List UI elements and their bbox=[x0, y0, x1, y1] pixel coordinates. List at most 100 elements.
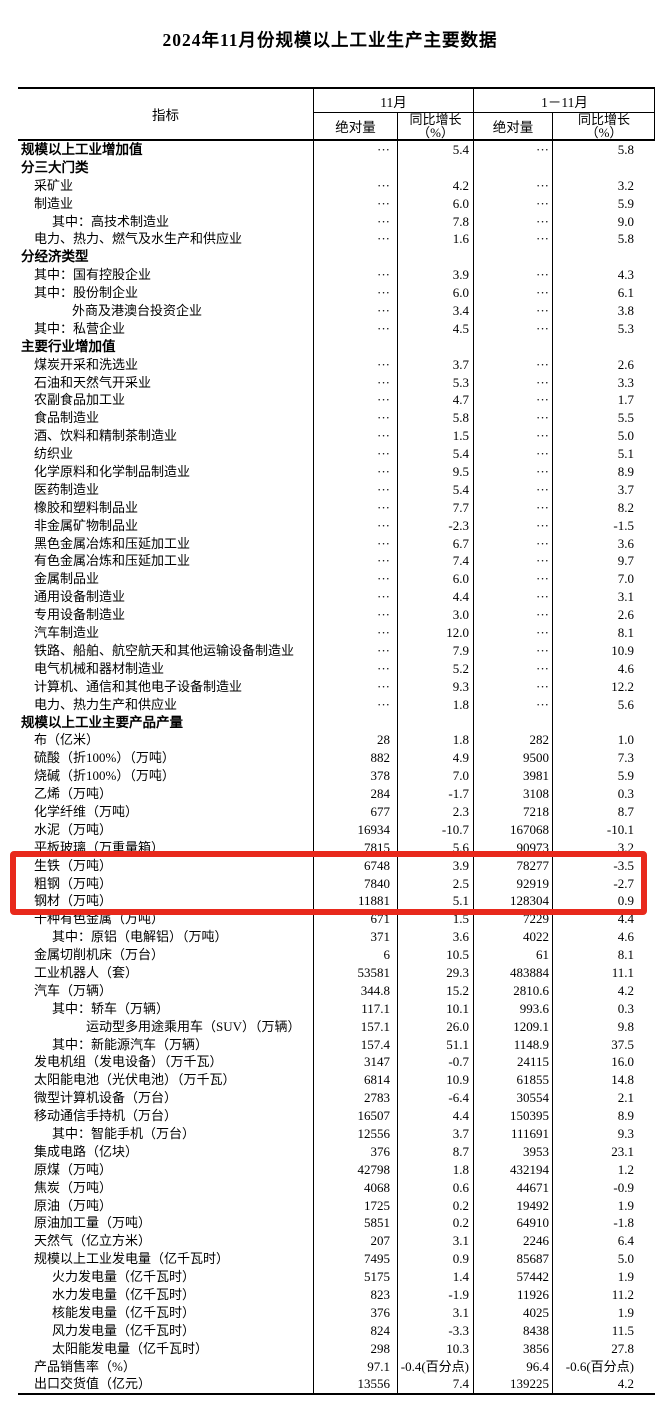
nov-absolute-value: 298 bbox=[313, 1339, 397, 1358]
header-yoy-jan-nov: 同比增长 （%） bbox=[552, 113, 655, 139]
table-row: 汽车（万辆） 344.8 15.2 2810.6 4.2 bbox=[18, 981, 655, 1000]
nov-yoy-growth: 0.9 bbox=[397, 1250, 473, 1269]
nov-absolute-value: 97.1 bbox=[313, 1357, 397, 1376]
table-body: 规模以上工业增加值 ··· 5.4 ··· 5.8 分三大门类 采矿业 ··· … bbox=[18, 141, 655, 1396]
nov-absolute-value: ··· bbox=[313, 516, 397, 535]
nov-absolute-value: 6 bbox=[313, 946, 397, 964]
indicator-label: 其中：智能手机（万台） bbox=[52, 1125, 196, 1141]
nov-absolute-value: 371 bbox=[313, 928, 397, 947]
table-row: 其中：高技术制造业 ··· 7.8 ··· 9.0 bbox=[18, 212, 655, 231]
cum-yoy-growth: 4.6 bbox=[552, 659, 655, 678]
cum-yoy-growth bbox=[552, 158, 655, 177]
nov-yoy-growth: 4.9 bbox=[397, 749, 473, 768]
nov-absolute-value: ··· bbox=[313, 319, 397, 338]
nov-yoy-growth: 3.7 bbox=[397, 355, 473, 374]
indicator-label: 电力、热力、燃气及水生产和供应业 bbox=[34, 231, 243, 247]
cum-yoy-growth: -1.5 bbox=[552, 516, 655, 535]
nov-absolute-value: ··· bbox=[313, 570, 397, 589]
indicator-label: 非金属矿物制品业 bbox=[34, 517, 139, 533]
indicator-label: 平板玻璃（万重量箱） bbox=[34, 839, 165, 855]
table-row: 微型计算机设备（万台） 2783 -6.4 30554 2.1 bbox=[18, 1089, 655, 1108]
cum-yoy-growth: 23.1 bbox=[552, 1142, 655, 1161]
nov-yoy-growth: 1.5 bbox=[397, 910, 473, 929]
indicator-label: 专用设备制造业 bbox=[34, 607, 126, 623]
cum-yoy-growth: 8.1 bbox=[552, 624, 655, 642]
table-row: 制造业 ··· 6.0 ··· 5.9 bbox=[18, 194, 655, 213]
table-row: 石油和天然气开采业 ··· 5.3 ··· 3.3 bbox=[18, 373, 655, 392]
cum-yoy-growth bbox=[552, 713, 655, 732]
indicator-label: 原煤（万吨） bbox=[34, 1161, 113, 1177]
cum-yoy-growth: 5.9 bbox=[552, 194, 655, 213]
cum-yoy-growth: 3.7 bbox=[552, 480, 655, 499]
nov-absolute-value: 53581 bbox=[313, 963, 397, 982]
nov-absolute-value: ··· bbox=[313, 284, 397, 303]
nov-absolute-value: 12556 bbox=[313, 1124, 397, 1143]
nov-yoy-growth: 7.0 bbox=[397, 767, 473, 786]
cum-absolute-value: ··· bbox=[473, 194, 552, 213]
indicator-label: 烧碱（折100%）（万吨） bbox=[34, 768, 175, 784]
nov-absolute-value bbox=[313, 158, 397, 177]
nov-absolute-value: 42798 bbox=[313, 1160, 397, 1179]
cum-absolute-value: 78277 bbox=[473, 856, 552, 875]
nov-yoy-growth: -3.3 bbox=[397, 1321, 473, 1340]
cum-yoy-growth: 11.1 bbox=[552, 963, 655, 982]
nov-yoy-growth: 15.2 bbox=[397, 981, 473, 1000]
nov-yoy-growth: -0.4(百分点) bbox=[397, 1357, 473, 1376]
nov-yoy-growth: 1.6 bbox=[397, 230, 473, 249]
cum-yoy-growth: 4.2 bbox=[552, 1375, 655, 1394]
cum-absolute-value: ··· bbox=[473, 141, 552, 159]
nov-yoy-growth: 4.5 bbox=[397, 319, 473, 338]
header-abs-jan-nov: 绝对量 bbox=[473, 113, 552, 139]
cum-absolute-value: ··· bbox=[473, 606, 552, 625]
cum-yoy-growth: 12.2 bbox=[552, 677, 655, 696]
nov-absolute-value: 677 bbox=[313, 802, 397, 821]
cum-absolute-value: 1209.1 bbox=[473, 1017, 552, 1036]
nov-yoy-growth: 3.4 bbox=[397, 302, 473, 320]
indicator-label: 化学纤维（万吨） bbox=[34, 803, 139, 819]
cum-absolute-value: ··· bbox=[473, 516, 552, 535]
indicator-label: 出口交货值（亿元） bbox=[34, 1376, 152, 1392]
nov-absolute-value: ··· bbox=[313, 230, 397, 249]
nov-yoy-growth: 29.3 bbox=[397, 963, 473, 982]
nov-yoy-growth: 1.4 bbox=[397, 1268, 473, 1287]
cum-yoy-growth: -0.6(百分点) bbox=[552, 1357, 655, 1376]
cum-absolute-value: ··· bbox=[473, 498, 552, 517]
nov-yoy-growth: 9.3 bbox=[397, 677, 473, 696]
cum-absolute-value: 57442 bbox=[473, 1268, 552, 1287]
indicator-label: 太阳能电池（光伏电池）（万千瓦） bbox=[34, 1072, 236, 1088]
cum-absolute-value: 3953 bbox=[473, 1142, 552, 1161]
table-row-highlighted: 钢材（万吨） 11881 5.1 128304 0.9 bbox=[18, 892, 655, 911]
indicator-label: 汽车（万辆） bbox=[34, 982, 113, 998]
nov-yoy-growth bbox=[397, 337, 473, 356]
cum-absolute-value: ··· bbox=[473, 391, 552, 410]
table-row: 十种有色金属（万吨） 671 1.5 7229 4.4 bbox=[18, 910, 655, 929]
nov-yoy-growth: -6.4 bbox=[397, 1089, 473, 1108]
table-row: 规模以上工业发电量（亿千瓦时） 7495 0.9 85687 5.0 bbox=[18, 1250, 655, 1269]
table-row: 规模以上工业主要产品产量 bbox=[18, 713, 655, 732]
nov-absolute-value: 157.1 bbox=[313, 1017, 397, 1036]
nov-absolute-value: 882 bbox=[313, 749, 397, 768]
table-row: 分经济类型 bbox=[18, 248, 655, 267]
main-table: 指标 11月 1－11月 绝对量 同比增长 （%） 绝对量 同比增长 （%） 规… bbox=[18, 87, 655, 1396]
cum-absolute-value: ··· bbox=[473, 319, 552, 338]
nov-yoy-growth: 0.2 bbox=[397, 1214, 473, 1233]
indicator-label: 微型计算机设备（万台） bbox=[34, 1090, 178, 1106]
nov-absolute-value: 7840 bbox=[313, 874, 397, 893]
nov-absolute-value: ··· bbox=[313, 266, 397, 285]
nov-absolute-value: ··· bbox=[313, 373, 397, 392]
nov-absolute-value: 284 bbox=[313, 785, 397, 803]
table-row: 天然气（亿立方米） 207 3.1 2246 6.4 bbox=[18, 1232, 655, 1251]
indicator-label: 硫酸（折100%）（万吨） bbox=[34, 750, 175, 766]
indicator-label: 水力发电量（亿千瓦时） bbox=[52, 1287, 196, 1302]
nov-yoy-growth: 3.7 bbox=[397, 1124, 473, 1143]
nov-yoy-growth: 5.4 bbox=[397, 480, 473, 499]
nov-absolute-value: 823 bbox=[313, 1286, 397, 1304]
table-row: 纺织业 ··· 5.4 ··· 5.1 bbox=[18, 445, 655, 464]
cum-absolute-value: 3981 bbox=[473, 767, 552, 786]
nov-yoy-growth: 8.7 bbox=[397, 1142, 473, 1161]
nov-absolute-value: 16934 bbox=[313, 820, 397, 839]
cum-yoy-growth: 3.1 bbox=[552, 588, 655, 607]
indicator-label: 原油（万吨） bbox=[34, 1197, 113, 1213]
indicator-label: 原油加工量（万吨） bbox=[34, 1215, 152, 1231]
cum-yoy-growth: 16.0 bbox=[552, 1053, 655, 1072]
